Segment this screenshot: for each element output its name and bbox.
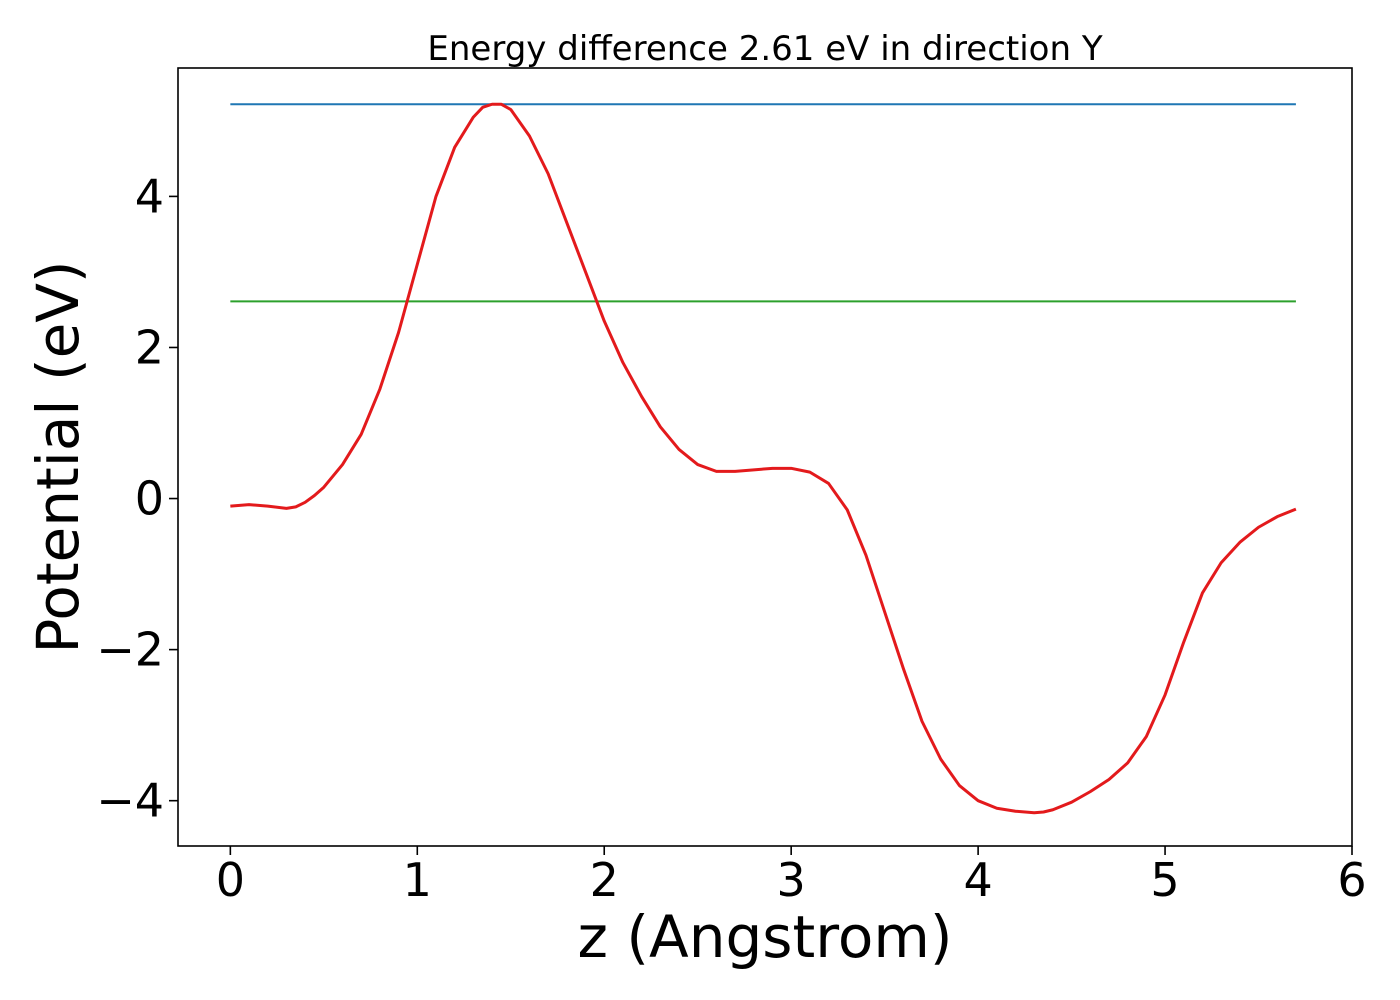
potential-curve [230, 102, 1297, 815]
y-axis-label: Potential (eV) [24, 260, 92, 653]
y-tick-label: 4 [135, 169, 164, 223]
x-tick-label: 3 [777, 853, 806, 907]
y-tick-label: 0 [135, 472, 164, 526]
y-tick-label: −2 [96, 623, 164, 677]
plot-frame [177, 67, 1353, 847]
x-axis-label: z (Angstrom) [578, 903, 953, 971]
chart-title: Energy difference 2.61 eV in direction Y [427, 29, 1102, 69]
x-tick-label: 6 [1337, 853, 1366, 907]
x-tick-label: 0 [216, 853, 245, 907]
y-tick-label: −4 [96, 774, 164, 828]
x-tick-label: 5 [1150, 853, 1179, 907]
x-tick-label: 2 [590, 853, 619, 907]
y-tick-label: 2 [135, 320, 164, 374]
x-tick-label: 1 [403, 853, 432, 907]
x-tick-label: 4 [963, 853, 992, 907]
